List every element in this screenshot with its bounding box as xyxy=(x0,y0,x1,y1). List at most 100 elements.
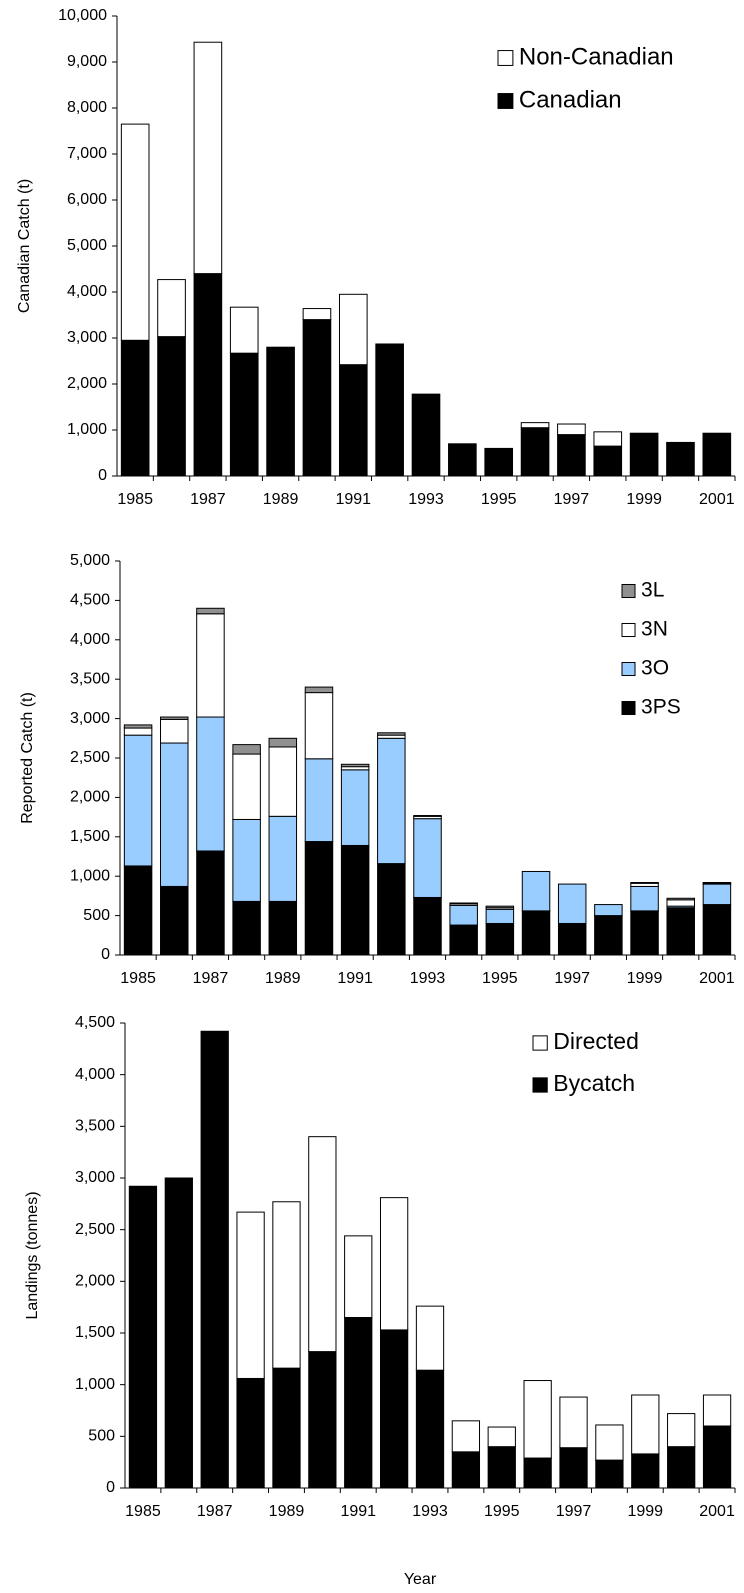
bar-segment xyxy=(268,900,298,956)
bar-segment xyxy=(164,1177,193,1489)
bar-segment xyxy=(449,924,478,956)
bar-segment xyxy=(629,432,659,477)
bar-segment xyxy=(557,922,587,956)
bar-segment xyxy=(120,339,150,477)
y-tick-label: 5,000 xyxy=(67,237,107,254)
bar-segment xyxy=(268,746,298,817)
bar-segment xyxy=(157,336,186,477)
y-axis-title: Landings (tonnes) xyxy=(24,1191,41,1319)
y-tick-label: 5,000 xyxy=(70,552,110,569)
x-tick-label: 1997 xyxy=(554,970,590,987)
bar-segment xyxy=(160,718,189,744)
bar-segment xyxy=(232,744,261,755)
legend-swatch xyxy=(532,1077,548,1093)
bar-segment xyxy=(128,1185,158,1489)
legend-label: Non-Canadian xyxy=(519,43,674,70)
bar-segment xyxy=(451,1451,481,1489)
bar-segment xyxy=(196,613,225,718)
bar-segment xyxy=(559,1447,588,1489)
y-tick-label: 3,500 xyxy=(70,670,110,687)
bar-segment xyxy=(413,896,442,956)
bar-segment xyxy=(702,904,732,956)
bar-segment xyxy=(344,1235,373,1319)
bar-segment xyxy=(377,863,406,956)
y-tick-label: 500 xyxy=(88,1428,115,1445)
legend-label: 3PS xyxy=(641,696,681,719)
bar-segment xyxy=(449,904,478,926)
bar-segment xyxy=(557,883,587,924)
y-tick-label: 1,000 xyxy=(75,1376,115,1393)
bar-segment xyxy=(236,1211,265,1379)
y-tick-label: 1,000 xyxy=(67,421,107,438)
bar-segment xyxy=(595,1459,624,1489)
bar-segment xyxy=(232,818,261,902)
bar-segment xyxy=(667,1413,696,1448)
y-tick-label: 3,000 xyxy=(67,329,107,346)
bar-segment xyxy=(702,883,732,906)
y-tick-label: 10,000 xyxy=(58,7,107,24)
x-tick-label: 2001 xyxy=(699,1503,735,1520)
bar-segment xyxy=(666,441,695,477)
bar-segment xyxy=(123,734,153,867)
bar-segment xyxy=(229,352,259,477)
y-tick-label: 0 xyxy=(98,467,107,484)
x-tick-label: 1999 xyxy=(627,1503,663,1520)
x-tick-label: 1989 xyxy=(265,970,301,987)
legend-label: Bycatch xyxy=(553,1070,635,1096)
x-axis-title: Year xyxy=(404,1571,437,1588)
bar-segment xyxy=(236,1377,265,1489)
y-tick-label: 3,000 xyxy=(75,1169,115,1186)
bar-segment xyxy=(308,1136,337,1353)
legend-label: Canadian xyxy=(519,86,622,113)
x-tick-label: 1985 xyxy=(117,491,153,508)
bar-segment xyxy=(631,1394,660,1455)
bar-segment xyxy=(123,724,153,729)
x-tick-label: 1997 xyxy=(556,1503,592,1520)
bar-segment xyxy=(415,1369,445,1489)
bar-segment xyxy=(593,445,623,477)
y-axis-title: Canadian Catch (t) xyxy=(16,179,33,313)
bar-segment xyxy=(232,753,261,820)
bar-segment xyxy=(160,742,189,887)
y-tick-label: 3,500 xyxy=(75,1118,115,1135)
x-tick-label: 1995 xyxy=(481,491,517,508)
bar-segment xyxy=(377,732,406,736)
bar-segment xyxy=(338,364,368,477)
legend-swatch xyxy=(621,583,636,599)
bar-segment xyxy=(123,865,153,956)
bar-segment xyxy=(123,727,153,736)
x-tick-label: 1999 xyxy=(626,491,662,508)
y-tick-label: 6,000 xyxy=(67,191,107,208)
x-tick-label: 1989 xyxy=(269,1503,305,1520)
x-tick-label: 1985 xyxy=(125,1503,161,1520)
y-tick-label: 2,500 xyxy=(75,1221,115,1238)
bar-segment xyxy=(520,422,550,429)
bar-segment xyxy=(308,1351,337,1489)
bar-segment xyxy=(667,1446,696,1489)
bar-segment xyxy=(521,870,551,912)
y-tick-label: 3,000 xyxy=(70,710,110,727)
bar-segment xyxy=(593,431,623,447)
y-tick-label: 2,500 xyxy=(70,749,110,766)
bar-segment xyxy=(304,841,334,956)
bar-segment xyxy=(484,447,514,477)
bar-segment xyxy=(702,1425,732,1489)
bar-segment xyxy=(377,737,406,865)
y-tick-label: 500 xyxy=(83,907,110,924)
bar-segment xyxy=(338,293,368,366)
y-tick-label: 4,500 xyxy=(70,592,110,609)
bar-segment xyxy=(193,41,223,275)
y-tick-label: 4,000 xyxy=(75,1066,115,1083)
bar-segment xyxy=(196,850,225,956)
bar-segment xyxy=(485,908,515,924)
y-tick-label: 7,000 xyxy=(67,145,107,162)
legend-swatch xyxy=(532,1035,548,1051)
bar-segment xyxy=(302,319,332,477)
bar-segment xyxy=(448,443,477,477)
y-tick-label: 0 xyxy=(106,1479,115,1496)
legend-label: 3N xyxy=(641,618,668,641)
bar-segment xyxy=(229,306,259,354)
y-tick-label: 8,000 xyxy=(67,99,107,116)
bar-segment xyxy=(666,897,695,901)
